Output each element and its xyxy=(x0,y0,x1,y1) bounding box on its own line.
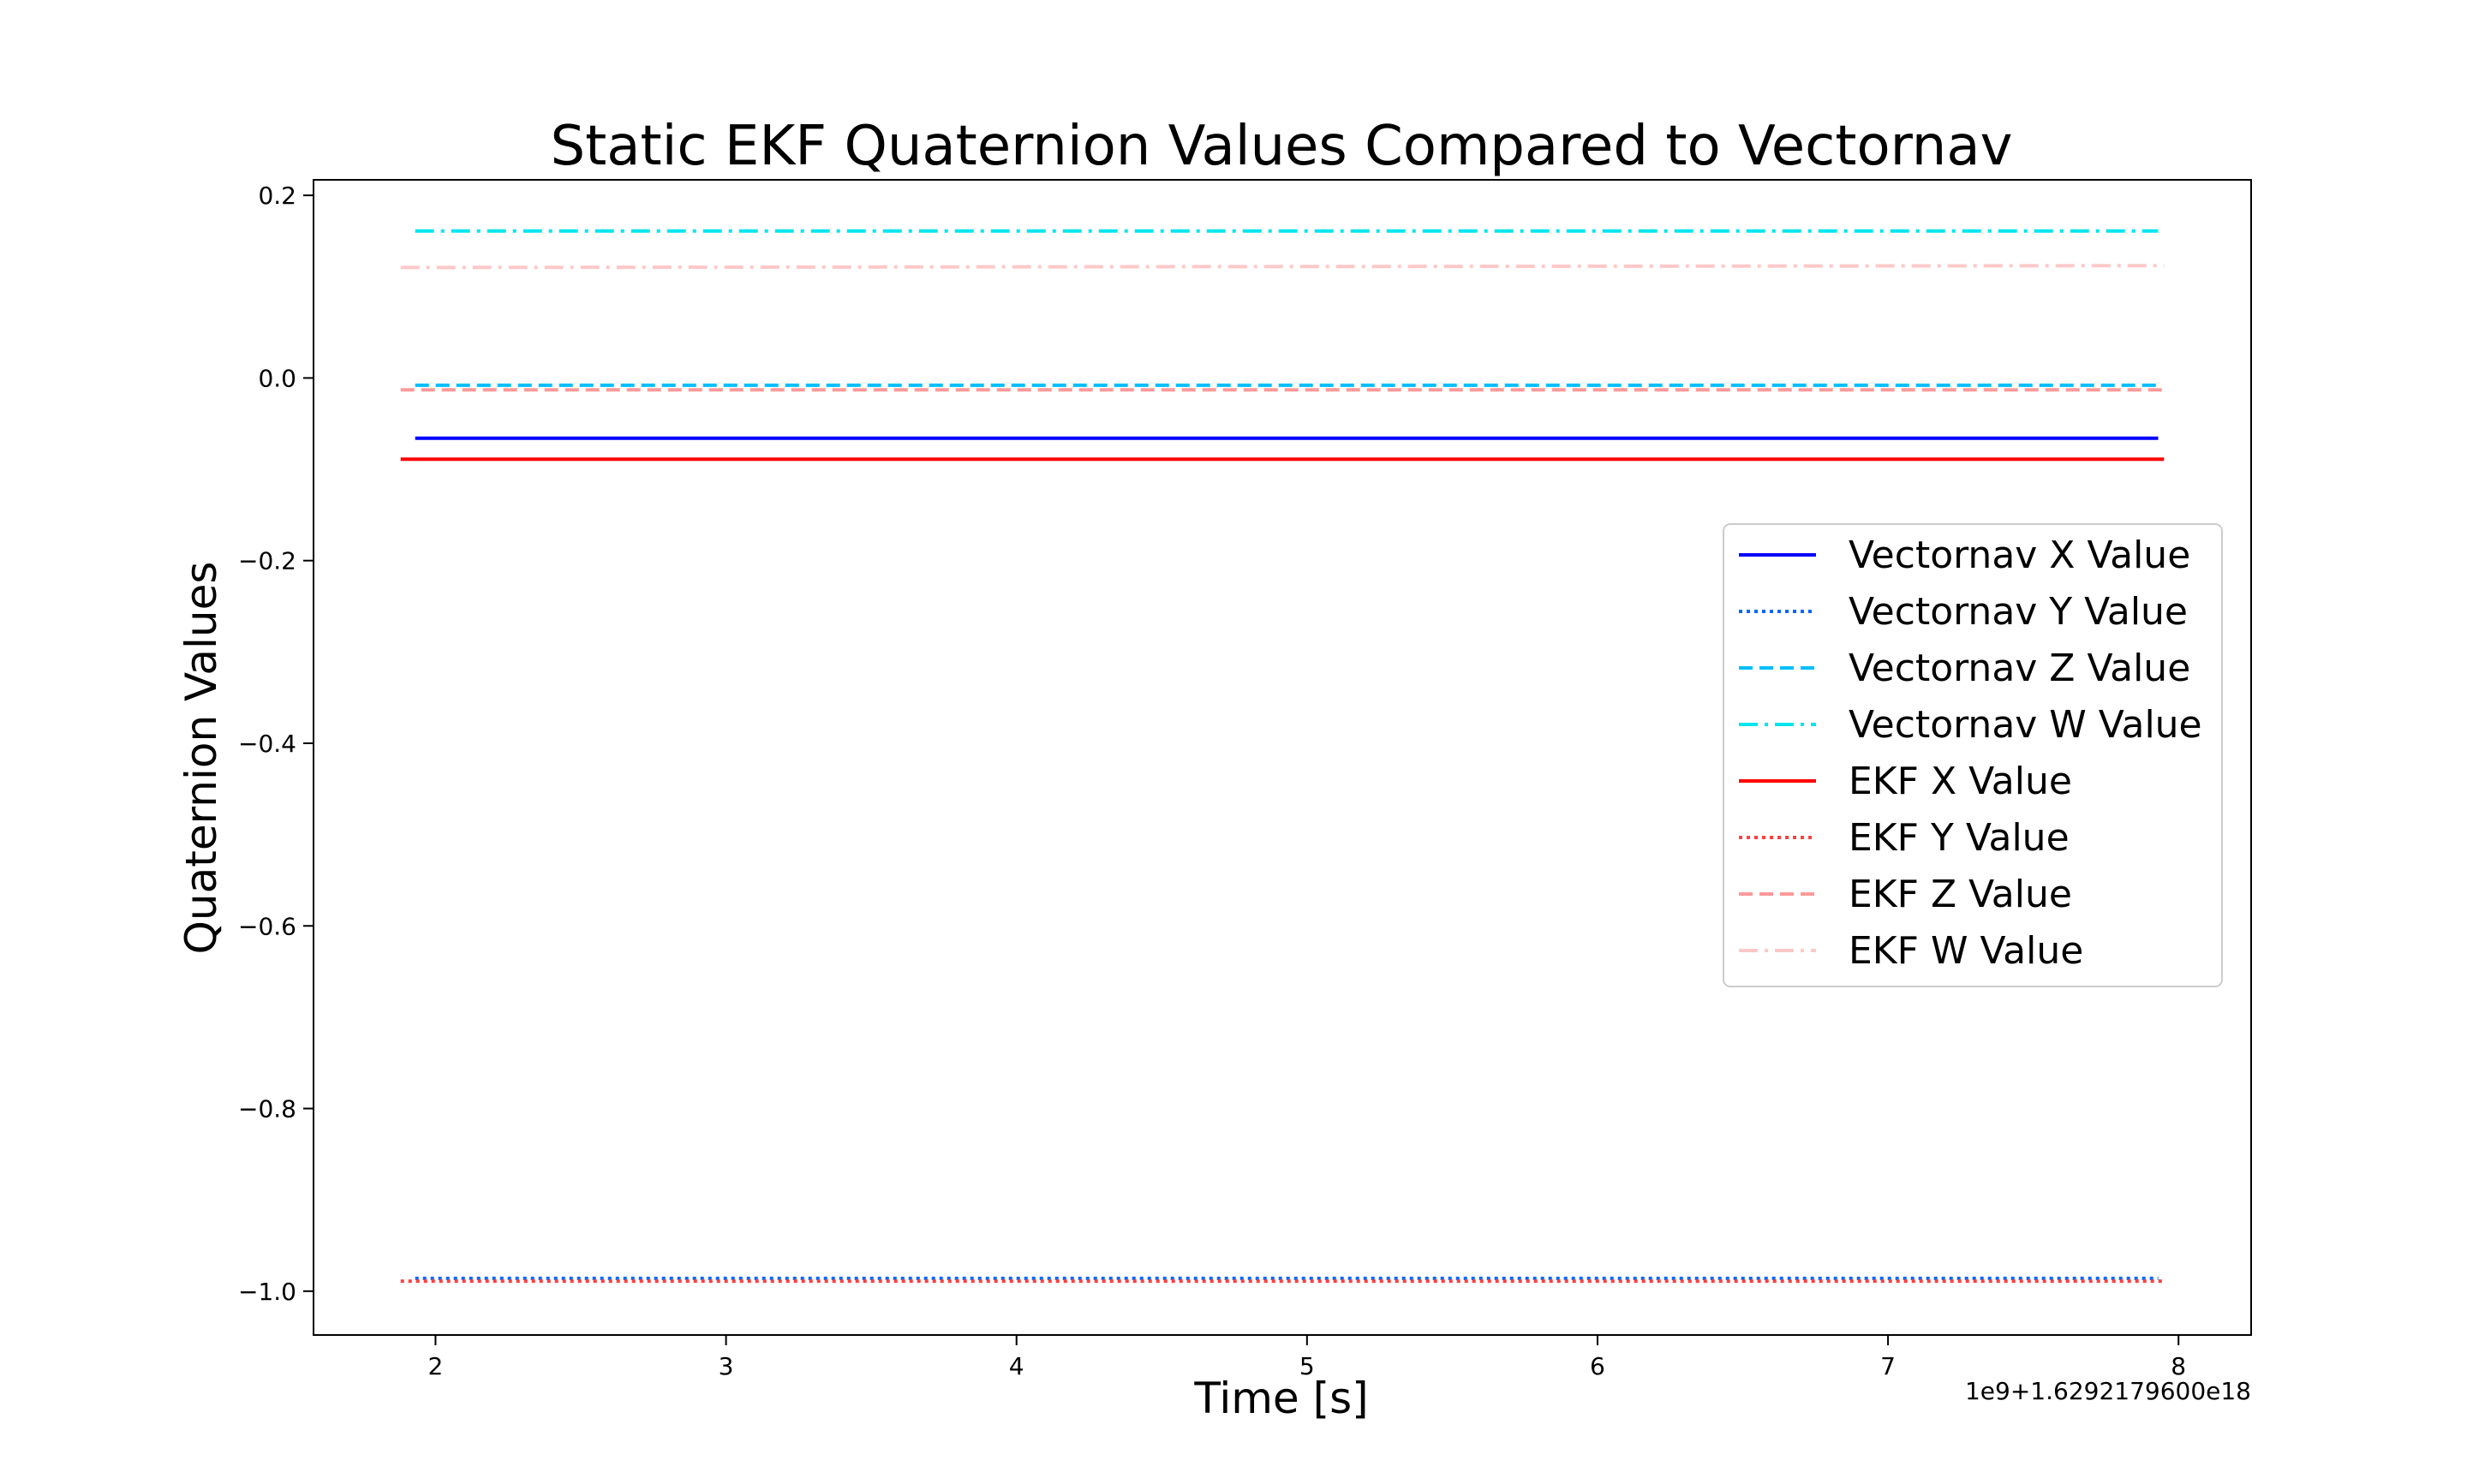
y-tick-label: −0.4 xyxy=(238,730,296,758)
legend-label-5: EKF X Value xyxy=(1849,760,2072,803)
x-axis-label: Time [s] xyxy=(1193,1374,1368,1423)
chart-title: Static EKF Quaternion Values Compared to… xyxy=(551,115,2013,178)
y-tick-label: 0.2 xyxy=(258,182,296,210)
y-axis-label: Quaternion Values xyxy=(176,562,226,955)
y-tick-label: −0.6 xyxy=(238,912,296,940)
legend-label-3: Vectornav Z Value xyxy=(1849,647,2190,690)
x-tick-label: 8 xyxy=(2171,1352,2186,1380)
x-tick-label: 2 xyxy=(428,1352,444,1380)
series-line-8 xyxy=(400,264,2165,270)
plot-frame xyxy=(313,179,2252,1336)
legend-label-4: Vectornav W Value xyxy=(1849,703,2202,747)
plot-area: 2 3 4 5 6 7 8 0.2 0.0 −0.2 −0.4 −0.6 −0.8 −1.0 xyxy=(238,179,2252,1380)
x-tick-label: 3 xyxy=(719,1352,734,1380)
legend-label-2: Vectornav Y Value xyxy=(1849,590,2188,634)
x-tick-label: 5 xyxy=(1299,1352,1315,1380)
y-tick-label: −1.0 xyxy=(238,1278,296,1306)
legend-box xyxy=(1723,523,2223,987)
y-tick-label: −0.2 xyxy=(238,547,296,575)
x-tick-label: 7 xyxy=(1880,1352,1896,1380)
legend-label-7: EKF Z Value xyxy=(1849,873,2072,916)
x-tick-label: 4 xyxy=(1009,1352,1024,1380)
y-tick-label: −0.8 xyxy=(238,1095,296,1123)
y-tick-label: 0.0 xyxy=(258,364,296,392)
x-offset-text: 1e9+1.6292179600e18 xyxy=(1965,1377,2251,1405)
legend-label-8: EKF W Value xyxy=(1849,929,2083,973)
legend-label-1: Vectornav X Value xyxy=(1849,533,2190,577)
legend-label-6: EKF Y Value xyxy=(1849,816,2070,860)
x-tick-label: 6 xyxy=(1590,1352,1605,1380)
legend: Vectornav X Value Vectornav Y Value Vector… xyxy=(1723,523,2223,987)
